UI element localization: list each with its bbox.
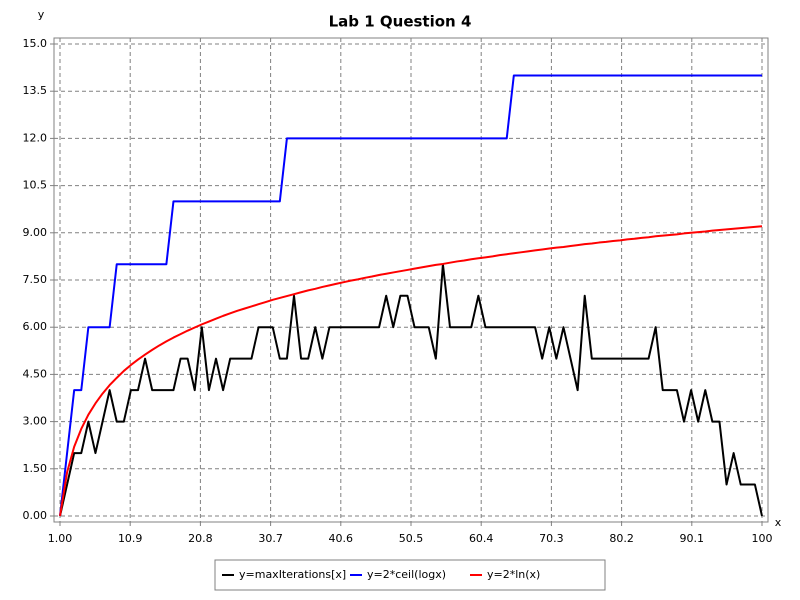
y-tick-label: 15.0 bbox=[23, 37, 48, 50]
y-tick-label: 10.5 bbox=[23, 179, 48, 192]
y-tick-label: 3.00 bbox=[23, 415, 48, 428]
x-tick-label: 100 bbox=[752, 532, 773, 545]
y-tick-label: 12.0 bbox=[23, 131, 48, 144]
y-tick-label: 6.00 bbox=[23, 320, 48, 333]
x-tick-label: 40.6 bbox=[329, 532, 354, 545]
legend-label: y=2*ln(x) bbox=[487, 568, 540, 581]
x-tick-label: 60.4 bbox=[469, 532, 494, 545]
y-tick-label: 1.50 bbox=[23, 462, 48, 475]
x-tick-label: 50.5 bbox=[399, 532, 424, 545]
x-tick-label: 20.8 bbox=[188, 532, 213, 545]
x-axis-label: x bbox=[775, 516, 782, 529]
chart-title: Lab 1 Question 4 bbox=[329, 13, 472, 31]
y-tick-label: 4.50 bbox=[23, 367, 48, 380]
x-tick-label: 10.9 bbox=[118, 532, 143, 545]
y-axis-label: y bbox=[38, 8, 45, 21]
x-tick-label: 90.1 bbox=[680, 532, 705, 545]
x-tick-label: 80.2 bbox=[609, 532, 634, 545]
series-line bbox=[59, 263, 763, 517]
legend-label: y=maxIterations[x] bbox=[239, 568, 346, 581]
series-line bbox=[59, 74, 762, 517]
series-line bbox=[59, 225, 763, 517]
y-tick-label: 13.5 bbox=[23, 84, 48, 97]
x-tick-label: 30.7 bbox=[258, 532, 283, 545]
y-tick-label: 9.00 bbox=[23, 226, 48, 239]
x-tick-label: 70.3 bbox=[539, 532, 564, 545]
legend-box bbox=[214, 559, 606, 591]
x-tick-label: 1.00 bbox=[48, 532, 73, 545]
y-tick-label: 0.00 bbox=[23, 509, 48, 522]
y-tick-label: 7.50 bbox=[23, 273, 48, 286]
legend-label: y=2*ceil(logx) bbox=[367, 568, 446, 581]
